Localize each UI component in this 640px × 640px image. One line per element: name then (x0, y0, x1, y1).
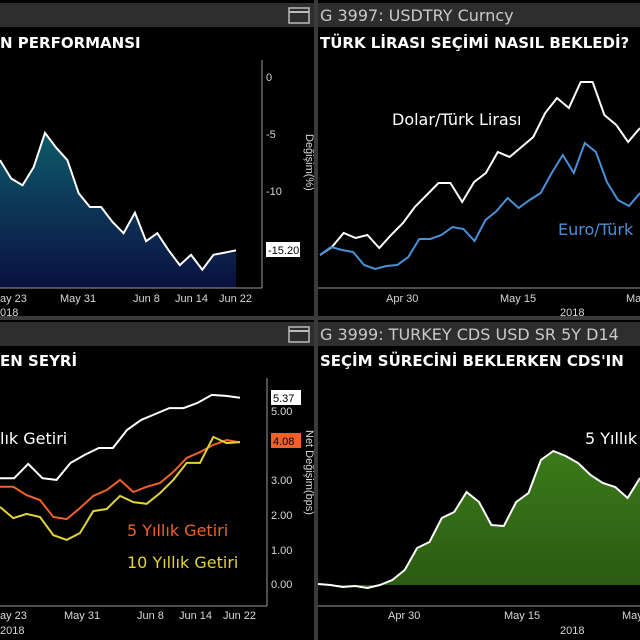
series-line (317, 449, 640, 590)
panel-top-left: N PERFORMANSI 0 -5 -10 -15.20 Değişim(%)… (0, 3, 315, 319)
last-value-5y: 4.08 (273, 436, 294, 448)
series-line-white (0, 393, 241, 481)
x-tick: May 31 (64, 610, 100, 622)
x-tick: ay 23 (0, 293, 27, 305)
panel-top-right: G 3997: USDTRY Curncy TÜRK LİRASI SEÇİMİ… (318, 3, 640, 319)
series-label-10y: 10 Yıllık Getiri (127, 553, 238, 572)
last-value-white: 5.37 (273, 393, 294, 405)
x-tick: Apr 30 (386, 293, 418, 305)
x-tick: May (622, 610, 640, 622)
y-tick: -10 (266, 186, 282, 198)
security-header: G 3997: USDTRY Curncy (320, 6, 514, 25)
security-header: G 3999: TURKEY CDS USD SR 5Y D14 (320, 325, 619, 344)
y-axis-title: Net Değişim(bps) (303, 430, 315, 515)
panel-header (318, 3, 640, 27)
panel-bottom-left: EN SEYRİ lık Getiri 5 Yıllık Getiri 10 Y… (0, 322, 315, 637)
area-fill (0, 132, 236, 288)
series-line-eur (319, 141, 640, 271)
x-tick: Jun 8 (133, 293, 160, 305)
y-tick: 2.00 (271, 510, 292, 522)
y-tick: 5.00 (271, 406, 292, 418)
y-axis-title: Değişim(%) (303, 134, 315, 191)
x-tick: Jun 8 (137, 610, 164, 622)
chart-title: N PERFORMANSI (0, 34, 141, 52)
x-tick: May (626, 293, 640, 305)
x-tick: Jun 14 (175, 293, 208, 305)
horizontal-divider[interactable] (0, 316, 640, 320)
last-value-label: -15.20 (268, 245, 299, 257)
last-value-badge-5y (271, 433, 301, 448)
panel-header (0, 3, 314, 27)
x-year: 2018 (560, 625, 584, 637)
series-label-eur: Euro/Türk (558, 220, 634, 239)
y-tick: -5 (266, 129, 276, 141)
y-tick: 0 (266, 72, 272, 84)
x-tick: May 31 (60, 293, 96, 305)
panel-bottom-right: G 3999: TURKEY CDS USD SR 5Y D14 SEÇİM S… (317, 322, 640, 637)
y-tick: 3.00 (271, 475, 292, 487)
window-icon[interactable] (288, 7, 310, 24)
chart-title: SEÇİM SÜRECİNİ BEKLERKEN CDS'IN (320, 351, 624, 370)
x-tick: ay 23 (0, 610, 27, 622)
x-tick: Jun 22 (223, 610, 256, 622)
chart-title: EN SEYRİ (0, 351, 77, 370)
series-line-5y (0, 438, 241, 521)
x-year: 2018 (0, 625, 24, 637)
series-line-10y (0, 435, 241, 541)
series-label: 5 Yıllık (585, 429, 638, 448)
y-tick: 0.00 (271, 579, 292, 591)
window-icon[interactable] (288, 326, 310, 343)
x-tick: Jun 14 (179, 610, 212, 622)
x-year: 2018 (560, 307, 584, 319)
x-tick: May 15 (500, 293, 536, 305)
last-value-badge (266, 242, 300, 257)
last-value-badge-white (271, 390, 301, 405)
series-label-white: lık Getiri (0, 429, 67, 448)
panel-header (0, 322, 314, 346)
panel-header (318, 322, 640, 346)
area-fill (318, 451, 640, 588)
x-tick: May 15 (504, 610, 540, 622)
x-tick: Jun 22 (219, 293, 252, 305)
x-year: 018 (0, 307, 18, 319)
chart-title: TÜRK LİRASI SEÇİMİ NASIL BEKLEDİ? (320, 33, 629, 52)
series-label-5y: 5 Yıllık Getiri (127, 521, 228, 540)
series-label-usd: Dolar/Türk Lirası (392, 110, 522, 129)
series-line (0, 130, 237, 272)
series-line-usd (319, 81, 640, 256)
x-tick: Apr 30 (388, 610, 420, 622)
y-tick: 1.00 (271, 545, 292, 557)
